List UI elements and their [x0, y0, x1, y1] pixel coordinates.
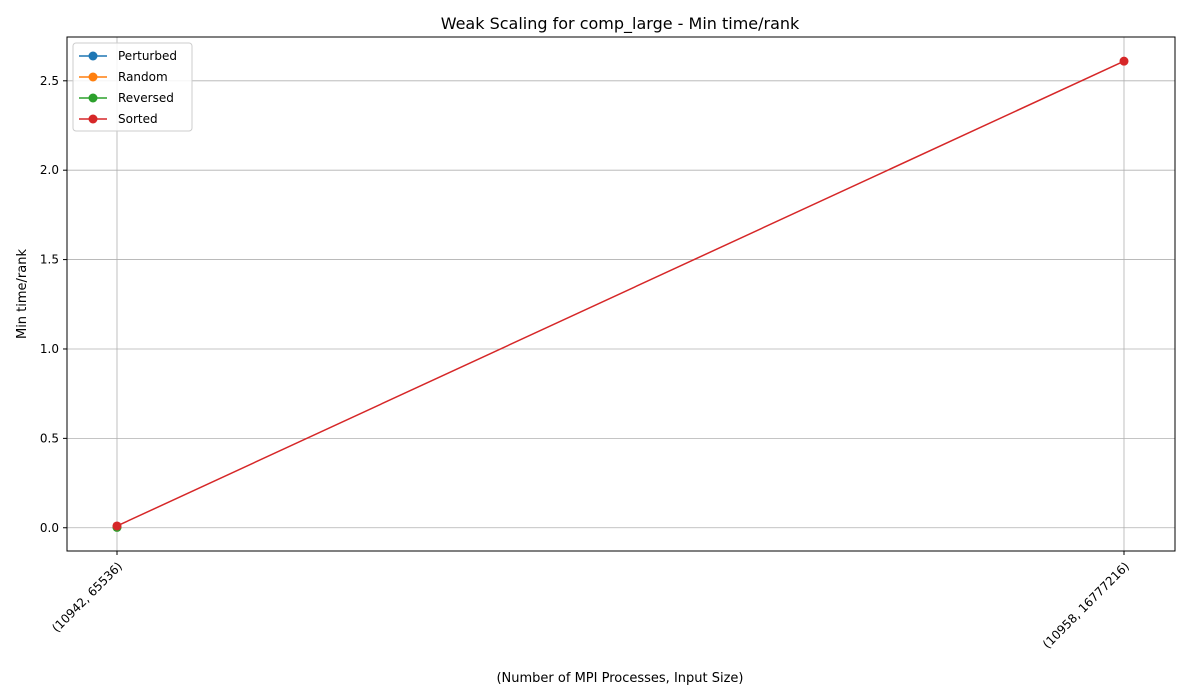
y-tick-label: 0.0	[40, 521, 59, 535]
data-point	[1119, 56, 1129, 66]
x-axis-label: (Number of MPI Processes, Input Size)	[496, 671, 743, 686]
legend-label: Sorted	[118, 112, 158, 126]
legend-marker	[88, 93, 98, 103]
plot-frame	[66, 36, 1176, 552]
y-axis-label: Min time/rank	[15, 249, 30, 340]
legend-label: Random	[118, 70, 168, 84]
legend-box	[72, 42, 193, 132]
y-tick-label: 0.5	[40, 431, 59, 445]
legend-label: Reversed	[118, 91, 174, 105]
chart-title: Weak Scaling for comp_large - Min time/r…	[441, 14, 800, 34]
legend-marker	[88, 72, 98, 82]
legend-marker	[88, 51, 98, 61]
series-line	[116, 60, 1125, 527]
series-lines	[112, 56, 1129, 532]
legend: Perturbed Random Reversed Sorted	[72, 42, 193, 132]
legend-label: Perturbed	[118, 49, 177, 63]
y-tick-label: 1.0	[40, 342, 59, 356]
y-tick-label: 1.5	[40, 253, 59, 267]
y-tick-label: 2.5	[40, 74, 59, 88]
y-tick-label: 2.0	[40, 163, 59, 177]
grid-lines	[67, 37, 1175, 551]
legend-marker	[88, 114, 98, 124]
data-point	[112, 521, 122, 531]
